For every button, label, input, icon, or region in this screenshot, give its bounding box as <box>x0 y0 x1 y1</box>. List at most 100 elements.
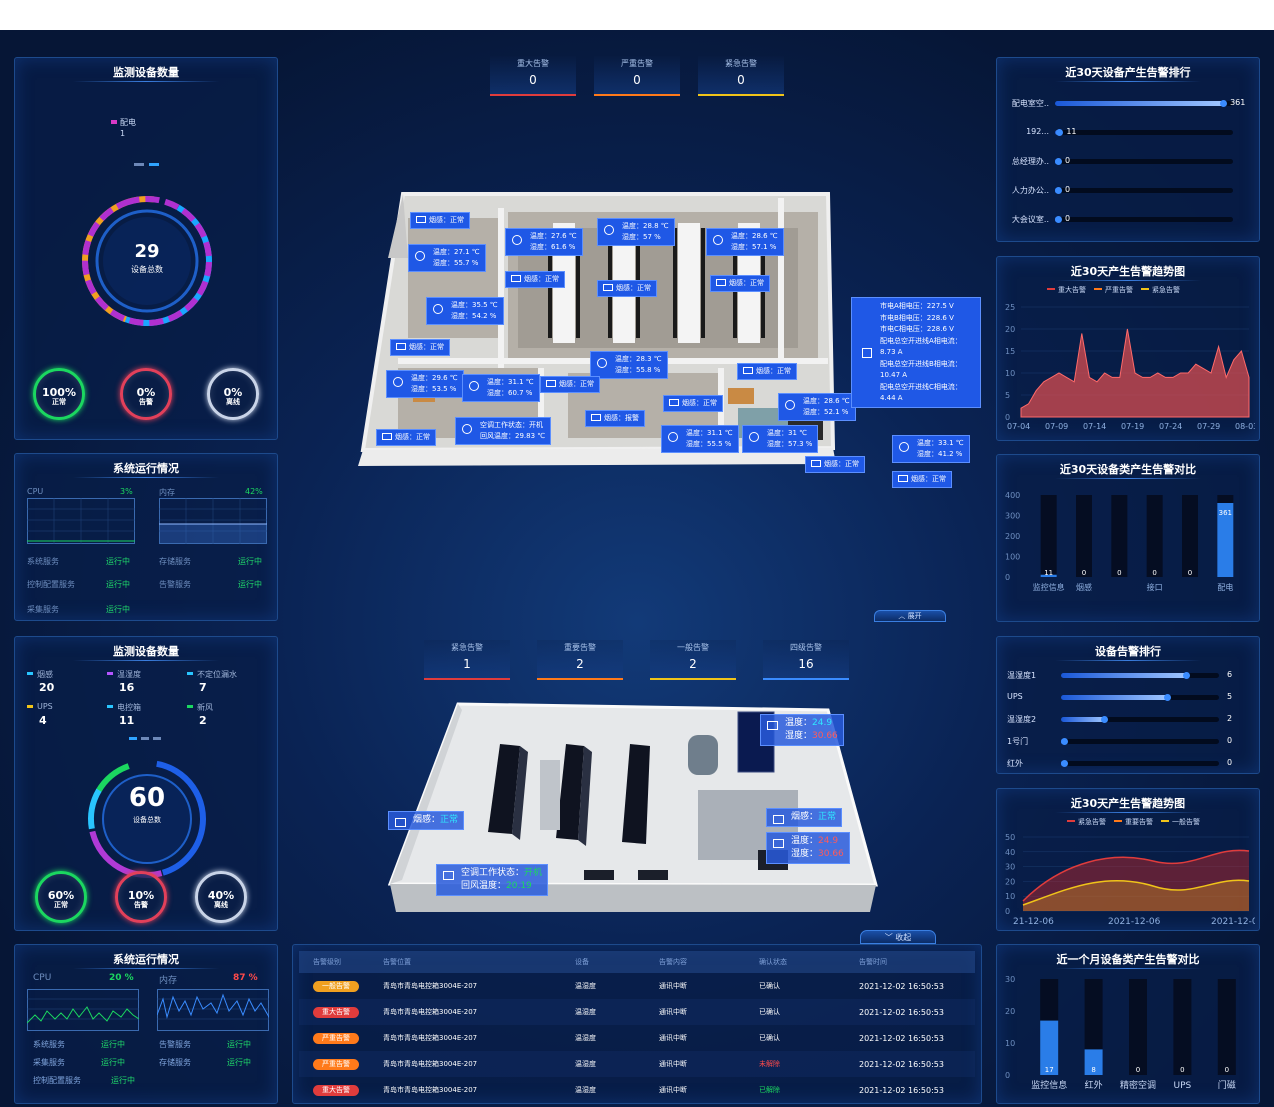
x-tick: 07-04 <box>1007 422 1030 431</box>
trend-legend: 重大告警 严重告警 紧急告警 <box>1047 285 1247 295</box>
table-header-cell: 告警内容 <box>659 958 687 966</box>
room-sensor-tag[interactable]: 烟感：正常 <box>388 811 465 830</box>
rank-item-name[interactable]: 人力办公.. <box>1011 186 1049 195</box>
sensor-tag[interactable]: 烟感：正常 <box>892 471 952 488</box>
sensor-tag[interactable]: 温度：31 ℃ 湿度：57.3 % <box>742 425 819 453</box>
rank-item-name[interactable]: 192... <box>1026 127 1049 136</box>
sensor-tag[interactable]: 温度：28.6 ℃ 湿度：57.1 % <box>706 228 784 256</box>
sensor-tag[interactable]: 温度：28.3 ℃ 湿度：55.8 % <box>590 351 668 379</box>
sensor-tag[interactable]: 烟感：正常 <box>710 275 770 292</box>
pager-dot[interactable] <box>153 737 161 740</box>
room-sensor-tag[interactable]: 温度：24.9 湿度：30.66 <box>760 714 844 746</box>
power-readings-tag[interactable]: 市电A相电压：227.5 V 市电B相电压：228.6 V 市电C相电压：228.6… <box>851 297 981 408</box>
sensor-tag[interactable]: 烟感：正常 <box>376 429 436 446</box>
alarm-count-box[interactable]: 一般告警 2 <box>650 640 736 680</box>
rank-item-name[interactable]: 大会议室.. <box>1011 215 1049 224</box>
rank-item-name[interactable]: 总经理办.. <box>1011 157 1049 166</box>
rank-item-name[interactable]: UPS <box>1007 692 1023 701</box>
alarm-count-box[interactable]: 严重告警 0 <box>594 56 680 96</box>
status-percent: 10% <box>127 889 155 902</box>
monitor-device-panel-2: 监测设备数量 烟感 20 温湿度 16 不定位漏水 7 UPS 4 电控箱 11 新风 2 60 设备… <box>14 636 278 931</box>
sensor-tag[interactable]: 烟感：正常 <box>663 395 723 412</box>
alarm-count-box[interactable]: 紧急告警 1 <box>424 640 510 680</box>
table-row[interactable]: 重大告警 青岛市青岛电控箱3004E-207 温湿度 通讯中断 已解除 2021-12-0… <box>299 1077 975 1103</box>
memory-value: 87 % <box>233 973 258 983</box>
rank-item-name[interactable]: 1号门 <box>1007 737 1029 746</box>
thermometer-icon <box>433 304 443 314</box>
count-value: 4 <box>39 714 47 727</box>
sensor-reading: 烟感：正常 <box>616 284 651 292</box>
y-tick: 20 <box>1005 877 1015 886</box>
status-circle[interactable]: 10% 告警 <box>115 871 167 923</box>
expand-button[interactable]: ︿ 展开 <box>874 610 946 622</box>
room-reading: 空调工作状态：开机 <box>461 867 542 880</box>
rank-item-name[interactable]: 配电室空.. <box>1011 99 1049 108</box>
table-row[interactable]: 重大告警 青岛市青岛电控箱3004E-207 温湿度 通讯中断 已确认 2021-12-0… <box>299 999 975 1025</box>
alarm-count-box[interactable]: 四级告警 16 <box>763 640 849 680</box>
smoke-sensor-icon <box>546 380 556 387</box>
sensor-reading: 烟感：正常 <box>824 460 859 468</box>
status-circle[interactable]: 100% 正常 <box>33 368 85 420</box>
sensor-tag[interactable]: 温度：27.1 ℃ 湿度：55.7 % <box>408 244 486 272</box>
sensor-tag[interactable]: 烟感：正常 <box>597 280 657 297</box>
table-row[interactable]: 一般告警 青岛市青岛电控箱3004E-207 温湿度 通讯中断 已确认 2021-12-0… <box>299 973 975 999</box>
service-status: 运行中 <box>238 580 262 589</box>
rank-bar-dot <box>1061 738 1068 745</box>
sensor-tag[interactable]: 烟感：正常 <box>410 212 470 229</box>
sensor-tag[interactable]: 烟感：报警 <box>585 410 645 427</box>
pager-dot-active[interactable] <box>129 737 137 740</box>
pager-dot-active[interactable] <box>149 163 159 166</box>
sensor-tag[interactable]: 烟感：正常 <box>737 363 797 380</box>
alarm-count-box[interactable]: 重大告警 0 <box>490 56 576 96</box>
rank-bar-dot <box>1061 760 1068 767</box>
sensor-tag[interactable]: 烟感：正常 <box>505 271 565 288</box>
sensor-tag[interactable]: 空调工作状态：开机 回风温度：29.83 ℃ <box>455 417 552 445</box>
status-circle[interactable]: 40% 离线 <box>195 871 247 923</box>
sensor-tag[interactable]: 温度：35.5 ℃ 湿度：54.2 % <box>426 297 504 325</box>
alarm-level-label: 四级告警 <box>790 643 822 652</box>
rank-item-name[interactable]: 温湿度1 <box>1007 671 1037 680</box>
cell-dev: 温湿度 <box>575 1008 596 1016</box>
sensor-reading: 烟感：正常 <box>911 475 946 483</box>
sensor-tag[interactable]: 温度：33.1 ℃ 湿度：41.2 % <box>892 435 970 463</box>
sensor-tag[interactable]: 温度：31.1 ℃ 湿度：55.5 % <box>661 425 739 453</box>
service-status: 运行中 <box>106 580 130 589</box>
sensor-tag[interactable]: 温度：31.1 ℃ 湿度：60.7 % <box>462 374 540 402</box>
rank-item-name[interactable]: 温湿度2 <box>1007 715 1037 724</box>
thermometer-icon <box>512 235 522 245</box>
alarm-count-box[interactable]: 紧急告警 0 <box>698 56 784 96</box>
count-name: 温湿度 <box>117 670 141 679</box>
sensor-tag[interactable]: 烟感：正常 <box>390 339 450 356</box>
service-status: 运行中 <box>106 557 130 566</box>
trend-line <box>1022 849 1250 902</box>
status-circle[interactable]: 0% 离线 <box>207 368 259 420</box>
collapse-button[interactable]: ﹀ 收起 <box>860 930 936 944</box>
room-sensor-tag[interactable]: 空调工作状态：开机 回风温度：20.19 <box>436 864 549 896</box>
pager-dot[interactable] <box>134 163 144 166</box>
table-row[interactable]: 严重告警 青岛市青岛电控箱3004E-207 温湿度 通讯中断 未解除 2021-12-0… <box>299 1051 975 1077</box>
room-sensor-tag[interactable]: 烟感：正常 <box>766 808 843 827</box>
sensor-tag[interactable]: 温度：27.6 ℃ 湿度：61.6 % <box>505 228 583 256</box>
table-row[interactable]: 严重告警 青岛市青岛电控箱3004E-207 温湿度 通讯中断 已确认 2021-12-0… <box>299 1025 975 1051</box>
status-label: 正常 <box>54 901 68 910</box>
sensor-tag[interactable]: 温度：29.6 ℃ 湿度：53.5 % <box>386 370 464 398</box>
sensor-tag[interactable]: 温度：28.8 ℃ 湿度：57 % <box>597 218 675 246</box>
status-circle[interactable]: 60% 正常 <box>35 871 87 923</box>
sensor-tag[interactable]: 温度：28.6 ℃ 湿度：52.1 % <box>778 393 856 421</box>
smoke-sensor-icon <box>511 275 521 282</box>
alarm-count-box[interactable]: 重要告警 2 <box>537 640 623 680</box>
room-reading: 湿度：30.66 <box>791 848 844 861</box>
panel-title: 监测设备数量 <box>15 64 277 82</box>
reading-value: 30.66 <box>812 731 838 741</box>
sensor-tag[interactable]: 烟感：正常 <box>540 376 600 393</box>
sensor-tag[interactable]: 烟感：正常 <box>805 456 865 473</box>
sensor-reading: 温度：28.8 ℃ <box>622 222 669 230</box>
room-reading: 温度：24.9 <box>785 717 838 730</box>
status-circle[interactable]: 0% 告警 <box>120 368 172 420</box>
room-sensor-tag[interactable]: 温度：24.9 湿度：30.66 <box>766 832 850 864</box>
rank-item-name[interactable]: 红外 <box>1007 759 1023 768</box>
reading-value: 24.9 <box>818 836 839 846</box>
room-reading: 湿度：30.66 <box>785 730 838 743</box>
legend-label: 一般告警 <box>1172 818 1200 826</box>
pager-dot[interactable] <box>141 737 149 740</box>
